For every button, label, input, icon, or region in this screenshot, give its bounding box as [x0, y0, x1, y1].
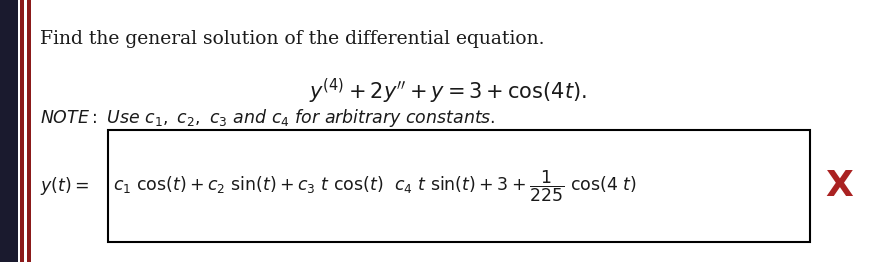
Text: $\mathbf{X}$: $\mathbf{X}$: [824, 169, 853, 203]
Text: $c_1\ \cos(t) + c_2\ \sin(t) + c_3\ t\ \cos(t)\ \ c_4\ t\ \sin(t) + 3 + \dfrac{1: $c_1\ \cos(t) + c_2\ \sin(t) + c_3\ t\ \…: [113, 168, 636, 204]
Text: $y^{(4)} + 2y'' + y = 3 + \cos(4t).$: $y^{(4)} + 2y'' + y = 3 + \cos(4t).$: [308, 77, 586, 106]
Text: $\mathit{NOTE{:}\ Use\ c_1,\ c_2,\ c_3\ and\ c_4\ for\ arbitrary\ constants.}$: $\mathit{NOTE{:}\ Use\ c_1,\ c_2,\ c_3\ …: [40, 107, 495, 129]
Bar: [20, 0, 24, 262]
Bar: [0, 0, 18, 262]
Text: Find the general solution of the differential equation.: Find the general solution of the differe…: [40, 30, 544, 48]
Text: $y(t) =$: $y(t) =$: [40, 175, 89, 197]
Bar: [108, 130, 809, 242]
Bar: [27, 0, 31, 262]
